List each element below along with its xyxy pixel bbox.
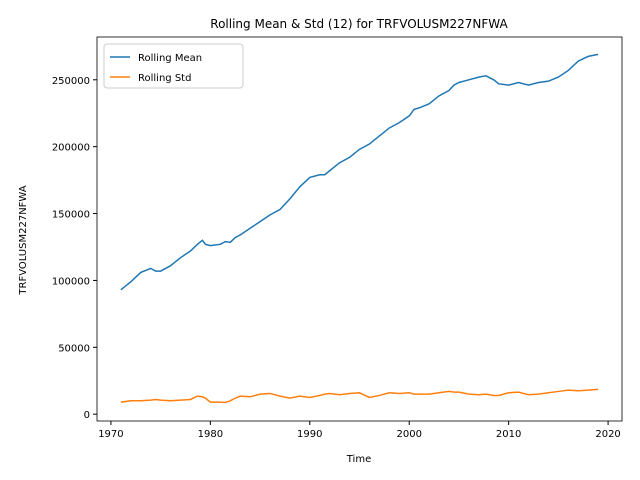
legend-label: Rolling Std: [138, 73, 191, 84]
chart-title: Rolling Mean & Std (12) for TRFVOLUSM227…: [210, 17, 508, 31]
plot-frame: [96, 36, 623, 422]
y-tick-label: 0: [84, 410, 90, 421]
legend-box: [103, 43, 244, 89]
x-tick-label: 2020: [595, 429, 620, 440]
x-tick-label: 1980: [198, 429, 223, 440]
line-series: [120, 53, 599, 291]
x-tick-label: 2000: [396, 429, 421, 440]
y-tick-label: 50000: [58, 343, 90, 354]
y-tick-label: 150000: [52, 210, 90, 221]
y-tick-label: 200000: [52, 143, 90, 154]
line-series: [120, 388, 599, 404]
legend-label: Rolling Mean: [138, 53, 202, 64]
x-tick-label: 1970: [98, 429, 123, 440]
x-tick-label: 1990: [297, 429, 322, 440]
y-tick-label: 100000: [52, 276, 90, 287]
y-axis-label: TRFVOLUSM227NFWA: [18, 185, 29, 295]
x-tick-label: 2010: [496, 429, 521, 440]
y-tick-label: 250000: [52, 76, 90, 87]
x-axis-label: Time: [346, 454, 371, 465]
